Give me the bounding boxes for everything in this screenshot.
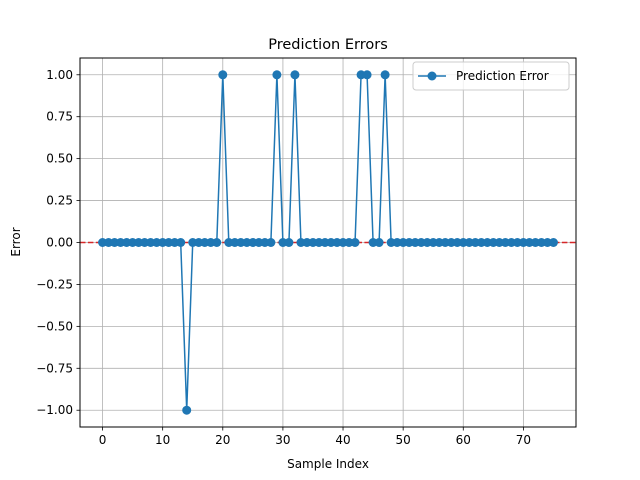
y-tick-label: −0.50 bbox=[36, 319, 73, 333]
x-tick-label: 10 bbox=[155, 433, 170, 447]
legend: Prediction Error bbox=[412, 61, 570, 91]
x-axis-label: Sample Index bbox=[287, 457, 369, 471]
data-point bbox=[548, 238, 558, 247]
data-point bbox=[290, 70, 300, 80]
y-tick-label: 0.50 bbox=[46, 152, 73, 166]
y-tick-label: 0.75 bbox=[46, 110, 73, 124]
legend-marker-swatch bbox=[427, 71, 437, 81]
data-point bbox=[176, 238, 186, 247]
x-tick-label: 70 bbox=[516, 433, 531, 447]
x-tick-label: 30 bbox=[275, 433, 290, 447]
grid bbox=[80, 58, 576, 427]
y-tick-label: −0.25 bbox=[36, 277, 73, 291]
x-tick-label: 40 bbox=[335, 433, 350, 447]
y-axis-label: Error bbox=[9, 227, 23, 256]
data-point bbox=[212, 238, 222, 247]
data-point bbox=[374, 238, 384, 247]
data-point bbox=[218, 70, 228, 80]
y-tick-label: −1.00 bbox=[36, 403, 73, 417]
data-point bbox=[350, 238, 360, 247]
series-layer bbox=[98, 70, 558, 415]
data-point bbox=[284, 238, 294, 247]
data-point bbox=[380, 70, 390, 80]
y-tick-label: 1.00 bbox=[46, 68, 73, 82]
x-ticks: 0 10 20 30 40 50 60 70 bbox=[99, 427, 531, 447]
y-tick-label: 0.00 bbox=[46, 236, 73, 250]
x-tick-label: 50 bbox=[396, 433, 411, 447]
x-tick-label: 0 bbox=[99, 433, 107, 447]
data-point bbox=[272, 70, 282, 80]
legend-entry-prediction-error: Prediction Error bbox=[456, 69, 549, 83]
legend-box bbox=[412, 61, 570, 91]
data-point bbox=[182, 405, 192, 415]
x-tick-label: 60 bbox=[456, 433, 471, 447]
y-tick-label: 0.25 bbox=[46, 194, 73, 208]
data-point bbox=[362, 70, 372, 80]
data-point bbox=[266, 238, 276, 247]
x-tick-label: 20 bbox=[215, 433, 230, 447]
y-tick-label: −0.75 bbox=[36, 361, 73, 375]
chart-title: Prediction Errors bbox=[268, 37, 388, 53]
y-ticks: −1.00 −0.75 −0.50 −0.25 0.00 0.25 0.50 0.75 1.00 bbox=[36, 68, 80, 417]
